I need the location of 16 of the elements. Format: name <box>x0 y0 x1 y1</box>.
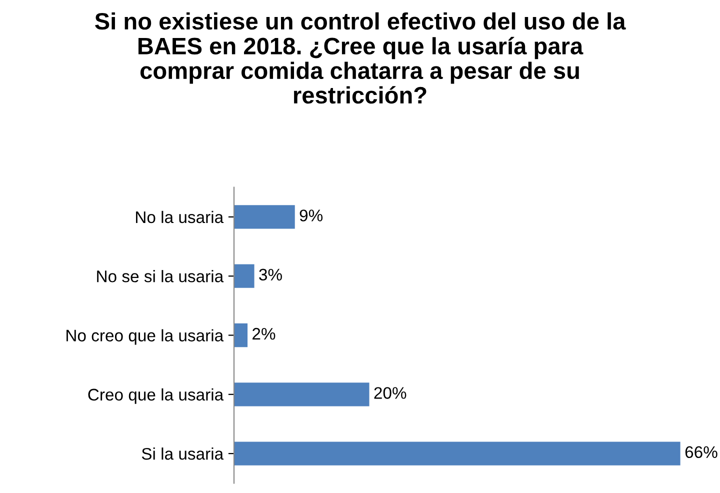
bar <box>234 382 370 406</box>
data-label: 9% <box>300 210 323 222</box>
y-tick-label: No creo que la usaria <box>66 329 224 345</box>
y-tick-label: Creo que la usaria <box>88 388 224 404</box>
data-label: 3% <box>259 268 282 281</box>
data-label: 66% <box>685 446 718 458</box>
bar <box>234 323 248 348</box>
bar <box>234 442 680 466</box>
chart-title: Si no existiese un control efectivo del uso de la BAES en 2018. ¿Cree que la usaría para comprar comida chatarra a pesar de su restricción? <box>95 12 626 104</box>
bar <box>234 264 254 288</box>
y-tick-label: No se si la usaria <box>97 270 224 282</box>
data-label: 20% <box>374 387 406 399</box>
y-tick-label: No la usaria <box>136 210 224 224</box>
y-tick-label: Si la usaria <box>142 448 224 460</box>
bar <box>234 205 295 229</box>
data-label: 2% <box>252 328 276 340</box>
